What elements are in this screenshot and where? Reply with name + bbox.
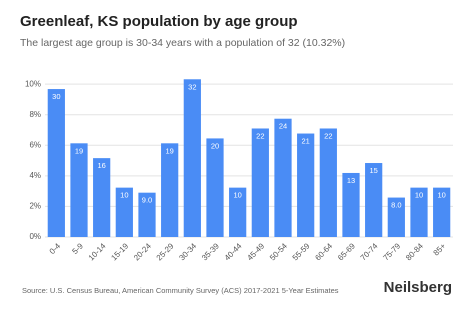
x-tick-label: 50-54 xyxy=(268,241,289,262)
source: Source: U.S. Census Bureau, American Com… xyxy=(22,286,339,295)
y-tick-label: 8% xyxy=(29,110,41,119)
bar xyxy=(138,192,156,237)
y-tick-label: 6% xyxy=(29,140,41,149)
bar-label: 20 xyxy=(211,141,219,150)
bar xyxy=(274,118,292,237)
brand-logo: Neilsberg xyxy=(384,279,452,296)
x-tick-label: 75-79 xyxy=(381,241,402,262)
bar xyxy=(115,187,133,237)
bar xyxy=(183,79,201,238)
bar-label: 10 xyxy=(437,191,445,200)
bar-label: 21 xyxy=(301,137,309,146)
x-tick-label: 25-29 xyxy=(155,241,176,262)
y-tick-label: 2% xyxy=(29,202,41,211)
chart-subtitle: The largest age group is 30-34 years wit… xyxy=(20,37,345,49)
x-tick-label: 30-34 xyxy=(177,241,198,262)
bar-label: 32 xyxy=(188,82,196,91)
x-tick-label: 5-9 xyxy=(70,241,85,256)
x-tick-label: 70-74 xyxy=(359,241,380,262)
bar-label: 10 xyxy=(120,191,128,200)
chart-title: Greenleaf, KS population by age group xyxy=(20,13,298,30)
x-tick-label: 15-19 xyxy=(109,241,130,262)
bar-label: 10 xyxy=(233,191,241,200)
y-tick-label: 4% xyxy=(29,171,41,180)
bar-label: 19 xyxy=(75,146,83,155)
x-tick-label: 35-39 xyxy=(200,241,221,262)
bar-label: 19 xyxy=(165,146,173,155)
x-tick-label: 45-49 xyxy=(245,241,266,262)
bar-label: 22 xyxy=(256,131,264,140)
bar xyxy=(297,133,315,237)
x-tick-label: 55-59 xyxy=(291,241,312,262)
x-tick-label: 20-24 xyxy=(132,241,153,262)
bar xyxy=(47,89,65,237)
x-tick-label: 65-69 xyxy=(336,241,357,262)
y-tick-label: 10% xyxy=(25,79,41,88)
x-tick-label: 40-44 xyxy=(223,241,244,262)
x-tick-label: 60-64 xyxy=(313,241,334,262)
y-tick-label: 0% xyxy=(29,232,41,241)
bar xyxy=(70,143,88,237)
bar xyxy=(319,128,337,237)
bar xyxy=(93,158,111,237)
bar-label: 10 xyxy=(415,191,423,200)
bar-label: 9.0 xyxy=(142,196,152,205)
bar-label: 30 xyxy=(52,92,60,101)
bar xyxy=(410,187,428,237)
x-tick-label: 80-84 xyxy=(404,241,425,262)
bar-label: 22 xyxy=(324,131,332,140)
bar xyxy=(387,197,405,237)
bar xyxy=(342,172,360,237)
bar-label: 16 xyxy=(97,161,105,170)
bar-label: 24 xyxy=(279,122,287,131)
x-tick-label: 0-4 xyxy=(48,241,63,256)
bar xyxy=(365,163,383,237)
bar-label: 8.0 xyxy=(391,201,401,210)
bar xyxy=(161,143,179,237)
x-tick-label: 85+ xyxy=(432,241,448,257)
bar-label: 13 xyxy=(347,176,355,185)
bar xyxy=(229,187,247,237)
bar xyxy=(433,187,451,237)
x-tick-label: 10-14 xyxy=(87,241,108,262)
bar xyxy=(251,128,269,237)
bar-label: 15 xyxy=(369,166,377,175)
bar xyxy=(206,138,224,237)
